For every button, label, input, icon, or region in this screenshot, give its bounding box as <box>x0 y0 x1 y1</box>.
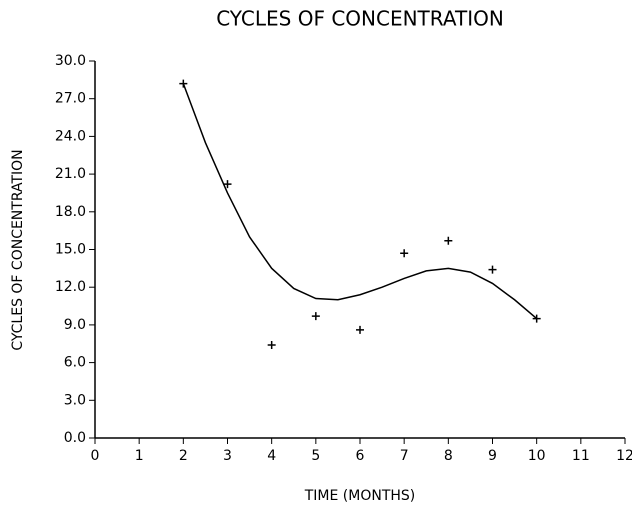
x-axis-label: TIME (MONTHS) <box>304 488 416 504</box>
x-tick-label: 12 <box>616 448 632 464</box>
x-tick-label: 4 <box>267 448 276 464</box>
fit-curve <box>182 83 538 320</box>
x-tick-label: 1 <box>135 448 144 464</box>
point <box>400 249 409 258</box>
y-tick-label: 0.0 <box>64 430 86 446</box>
point <box>267 341 276 350</box>
y-tick-label: 24.0 <box>55 128 86 144</box>
y-tick-label: 18.0 <box>55 204 86 220</box>
y-tick-label: 3.0 <box>64 392 86 408</box>
x-tick-label: 6 <box>356 448 365 464</box>
point <box>532 314 541 323</box>
y-tick-label: 15.0 <box>55 242 86 258</box>
x-tick-label: 3 <box>223 448 232 464</box>
point <box>179 79 188 88</box>
y-tick-label: 9.0 <box>64 317 86 333</box>
y-tick-label: 30.0 <box>55 53 86 69</box>
point <box>311 312 320 321</box>
x-tick-label: 11 <box>572 448 590 464</box>
y-tick-label: 27.0 <box>55 91 86 107</box>
point <box>444 236 453 245</box>
y-tick-label: 6.0 <box>64 355 86 371</box>
x-tick-label: 10 <box>528 448 546 464</box>
x-tick-label: 7 <box>400 448 409 464</box>
y-axis-label: CYCLES OF CONCENTRATION <box>10 149 26 350</box>
y-tick-label: 21.0 <box>55 166 86 182</box>
x-tick-label: 2 <box>179 448 188 464</box>
x-tick-label: 0 <box>91 448 100 464</box>
point <box>488 265 497 274</box>
point <box>223 180 232 189</box>
x-tick-label: 5 <box>311 448 320 464</box>
chart-title: CYCLES OF CONCENTRATION <box>216 7 504 31</box>
y-tick-label: 12.0 <box>55 279 86 295</box>
x-tick-label: 9 <box>488 448 497 464</box>
point <box>356 325 364 334</box>
x-tick-label: 8 <box>444 448 453 464</box>
